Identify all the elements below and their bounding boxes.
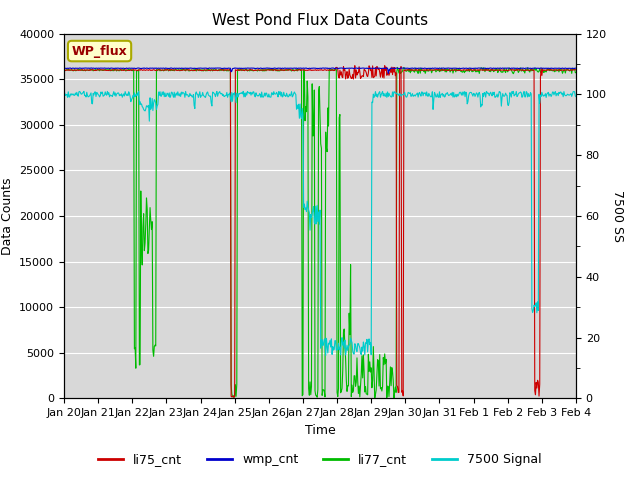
Y-axis label: 7500 SS: 7500 SS — [611, 190, 623, 242]
Y-axis label: Data Counts: Data Counts — [1, 177, 13, 255]
Text: WP_flux: WP_flux — [72, 45, 127, 58]
Title: West Pond Flux Data Counts: West Pond Flux Data Counts — [212, 13, 428, 28]
Legend: li75_cnt, wmp_cnt, li77_cnt, 7500 Signal: li75_cnt, wmp_cnt, li77_cnt, 7500 Signal — [93, 448, 547, 471]
X-axis label: Time: Time — [305, 424, 335, 437]
